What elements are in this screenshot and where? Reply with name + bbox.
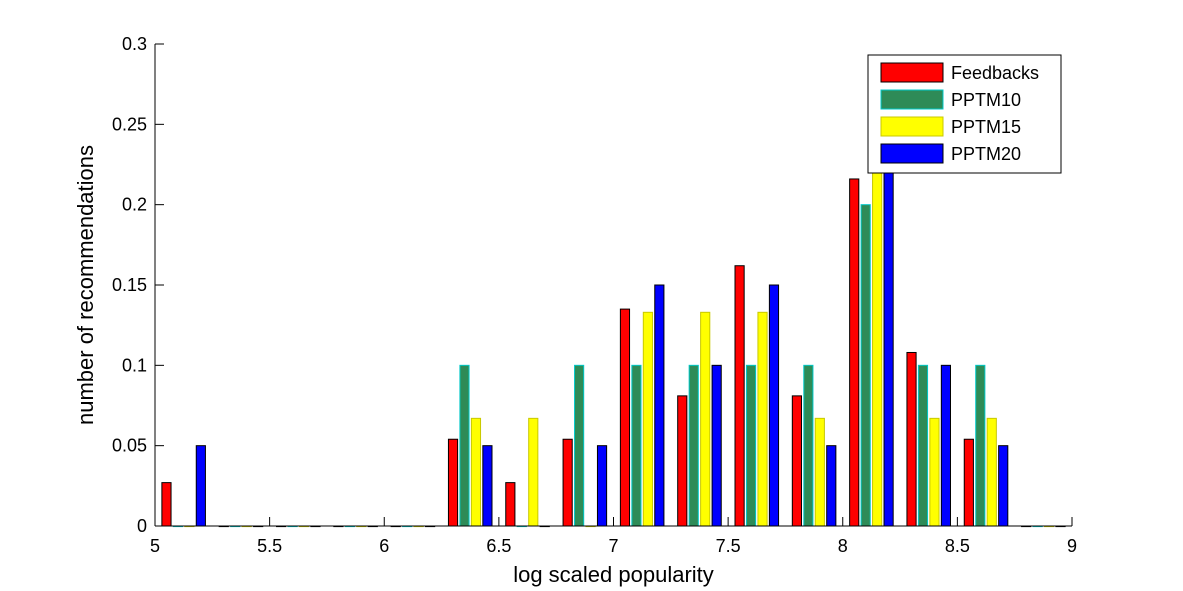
bar-feedbacks-9 [677,395,688,527]
bar-feedbacks-7 [562,438,573,527]
bar-pptm20-12 [883,172,894,527]
bar-pptm20-5 [482,445,493,527]
bar-pptm15-13 [929,417,940,527]
bar-pptm20-9 [711,364,722,527]
legend-swatch-pptm20 [880,143,944,164]
bar-feedbacks-8 [619,308,631,527]
y-tick-label: 0 [137,516,147,536]
bar-pptm20-13 [940,364,952,527]
legend: Feedbacks PPTM10 PPTM15 PPTM20 [867,54,1062,174]
bar-feedbacks-6 [505,482,516,527]
y-axis-label: number of recommendations [73,145,98,425]
y-tick-label: 0.3 [122,34,147,54]
bar-pptm20-7 [596,445,608,527]
bar-feedbacks-13 [906,351,917,527]
bar-pptm15-10 [757,311,768,527]
bar-pptm20-0 [195,445,206,527]
bar-pptm15-11 [814,417,825,527]
bar-pptm20-14 [998,445,1009,527]
bar-pptm20-11 [826,445,837,527]
legend-swatch-pptm10 [880,89,944,110]
legend-swatch-feedbacks [880,62,944,83]
bar-feedbacks-10 [734,265,745,527]
y-tick-label: 0.25 [112,114,147,134]
x-tick-label: 5.5 [257,536,282,556]
y-tick-label: 0.05 [112,436,147,456]
y-tick-label: 0.2 [122,195,147,215]
x-tick-label: 9 [1067,536,1077,556]
bar-pptm10-14 [975,364,986,527]
bar-pptm15-6 [528,417,539,527]
x-tick-label: 7.5 [716,536,741,556]
bar-pptm15-5 [470,417,482,527]
x-tick-label: 8 [838,536,848,556]
bar-feedbacks-12 [849,178,860,527]
bar-pptm10-9 [688,364,699,527]
bar-pptm10-12 [860,204,871,527]
bar-pptm10-5 [459,364,470,527]
legend-label-pptm15: PPTM15 [951,117,1021,137]
x-axis-label: log scaled popularity [513,562,714,587]
bar-pptm15-14 [986,417,997,527]
bar-pptm10-10 [745,364,757,527]
bar-feedbacks-5 [447,438,459,527]
x-tick-label: 6 [379,536,389,556]
bar-pptm15-8 [642,311,653,527]
x-tick-label: 8.5 [945,536,970,556]
bar-pptm10-8 [631,364,642,527]
bar-pptm10-7 [574,364,585,527]
x-tick-label: 6.5 [486,536,511,556]
legend-label-pptm10: PPTM10 [951,90,1021,110]
bar-feedbacks-11 [791,395,802,527]
legend-label-feedbacks: Feedbacks [951,63,1039,83]
y-tick-label: 0.15 [112,275,147,295]
axes-layer: 5 5.5 6 6.5 7 7.5 8 8.5 9 0 0.05 0.1 0.15 0.2 0.25 0.3 [112,34,1077,556]
x-tick-label: 5 [150,536,160,556]
bar-pptm15-12 [872,172,883,527]
x-tick-label: 7 [608,536,618,556]
legend-label-pptm20: PPTM20 [951,144,1021,164]
bar-pptm15-9 [700,311,711,527]
legend-swatch-pptm15 [880,116,944,137]
y-tick-label: 0.1 [122,355,147,375]
bar-pptm10-11 [803,364,814,527]
bar-feedbacks-14 [963,438,974,527]
bar-pptm20-8 [654,284,665,527]
bar-feedbacks-0 [161,482,172,527]
bars-layer [161,172,1066,528]
bar-pptm10-13 [917,364,929,527]
bar-pptm20-10 [768,284,780,527]
